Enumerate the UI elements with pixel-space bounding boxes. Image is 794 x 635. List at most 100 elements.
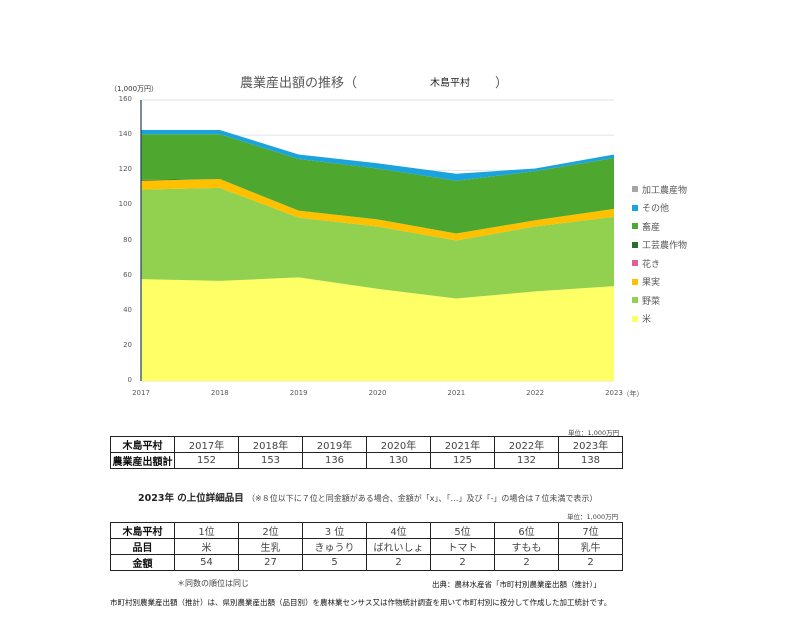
rank-cell: 2位	[238, 522, 303, 539]
x-tick-label: 2017	[132, 389, 150, 397]
item-cell: すもも	[494, 538, 559, 555]
legend-swatch-icon	[632, 204, 638, 211]
area-series	[141, 134, 614, 234]
table1-value: 138	[558, 452, 623, 469]
y-axis-unit: （1,000万円）	[110, 85, 159, 93]
y-tick-label: 20	[123, 340, 132, 349]
legend-item: 野菜	[632, 291, 687, 310]
legend-item: 加工農産物	[632, 180, 687, 199]
x-tick-label: 2018	[210, 389, 229, 397]
amount-cell: 2	[366, 554, 431, 571]
legend-item: 米	[632, 310, 687, 329]
table1-year: 2022年	[494, 436, 559, 453]
x-tick-label: 2019	[289, 389, 308, 397]
amount-cell: 27	[238, 554, 303, 571]
annual-output-table: 木島平村 2017年 2018年 2019年 2020年 2021年 2022年…	[110, 436, 623, 469]
table1-year: 2018年	[238, 436, 303, 453]
table1-municipality: 木島平村	[110, 436, 175, 453]
footer-note: 市町村別農業産出額（推計）は、県別農業産出額（品目別）を農林業センサス又は作物統…	[110, 598, 612, 607]
legend-swatch-icon	[632, 260, 638, 267]
legend-label: その他	[642, 204, 670, 215]
x-tick-label: 2023	[605, 389, 623, 397]
amount-cell: 5	[302, 554, 367, 571]
table1-value: 132	[494, 452, 559, 469]
y-tick-label: 60	[123, 270, 132, 279]
legend-label: 工芸農作物	[642, 241, 688, 252]
item-cell: 生乳	[238, 538, 303, 555]
tie-note: ＊同数の順位は同じ	[177, 579, 249, 588]
table1-value: 153	[238, 452, 303, 469]
legend-swatch-icon	[632, 241, 638, 248]
item-cell: 乳牛	[558, 538, 623, 555]
legend-label: 加工農産物	[642, 185, 688, 196]
table2-item-row: 品目 米 生乳 きゅうり ばれいしょ トマト すもも 乳牛	[110, 538, 623, 555]
legend-swatch-icon	[632, 186, 638, 193]
table1-year: 2023年	[558, 436, 623, 453]
legend-label: 米	[642, 315, 652, 326]
item-cell: トマト	[430, 538, 495, 555]
item-cell: きゅうり	[302, 538, 367, 555]
stacked-area-chart	[140, 99, 614, 382]
legend-swatch-icon	[632, 223, 638, 230]
area-series	[141, 179, 614, 241]
legend-item: 花き	[632, 254, 687, 273]
top-items-table: 木島平村 1位 2位 3 位 4位 5位 6位 7位 品目 米 生乳 きゅうり …	[110, 522, 623, 571]
table2-rank-row: 木島平村 1位 2位 3 位 4位 5位 6位 7位	[110, 522, 623, 539]
legend-label: 畜産	[642, 222, 661, 233]
x-tick-label: 2021	[447, 389, 466, 397]
rank-cell: 3 位	[302, 522, 367, 539]
table2-municipality: 木島平村	[110, 522, 175, 539]
table1-value: 130	[366, 452, 431, 469]
table1-value: 136	[302, 452, 367, 469]
legend-label: 花き	[642, 259, 661, 270]
rank-cell: 1位	[174, 522, 239, 539]
chart-title-main: 農業産出額の推移（	[240, 76, 358, 91]
legend-swatch-icon	[632, 297, 638, 304]
rank-cell: 5位	[430, 522, 495, 539]
area-series	[141, 277, 614, 381]
chart-title-close-paren: ）	[495, 76, 509, 91]
top-items-note: （※８位以下に７位と同金額がある場合、金額が「x」、「…」及び「-」の場合は７位…	[247, 494, 598, 503]
table1-year: 2019年	[302, 436, 367, 453]
legend-label: 野菜	[642, 296, 661, 307]
table1-value: 125	[430, 452, 495, 469]
y-tick-label: 0	[127, 376, 132, 384]
item-cell: 米	[174, 538, 239, 555]
legend-item: その他	[632, 199, 687, 218]
legend-item: 工芸農作物	[632, 236, 687, 255]
table1-value-row: 農業産出額計 152 153 136 130 125 132 138	[110, 452, 623, 469]
top-items-heading: 2023年 の上位詳細品目 （※８位以下に７位と同金額がある場合、金額が「x」、…	[138, 490, 597, 504]
table1-value: 152	[174, 452, 239, 469]
amount-cell: 2	[494, 554, 559, 571]
legend-item: 果実	[632, 273, 687, 292]
table1-row-label: 農業産出額計	[110, 452, 175, 469]
chart-title: 農業産出額の推移（ 木島平村 ）	[240, 72, 540, 91]
amount-cell: 2	[430, 554, 495, 571]
table1-year: 2021年	[430, 436, 495, 453]
y-tick-label: 120	[118, 165, 132, 174]
y-tick-label: 140	[118, 130, 132, 139]
amount-cell: 54	[174, 554, 239, 571]
item-row-label: 品目	[110, 538, 175, 555]
source-note: 出典：農林水産省「市町村別農業産出額（推計）」	[432, 580, 601, 589]
y-tick-label: 80	[123, 235, 132, 244]
table2-amount-row: 金額 54 27 5 2 2 2 2	[110, 554, 623, 571]
chart-areas	[141, 130, 614, 381]
x-tick-label: 2022	[526, 389, 545, 397]
x-axis-unit: （年）	[622, 390, 644, 398]
y-tick-label: 100	[118, 200, 132, 209]
area-series	[141, 130, 614, 181]
amount-row-label: 金額	[110, 554, 175, 571]
rank-cell: 6位	[494, 522, 559, 539]
table1-year: 2017年	[174, 436, 239, 453]
legend-label: 果実	[642, 278, 661, 289]
legend-swatch-icon	[632, 278, 638, 285]
legend-item: 畜産	[632, 217, 687, 236]
chart-title-municipality: 木島平村	[430, 78, 470, 89]
x-tick-label: 2020	[368, 389, 387, 397]
top-items-title: 2023年 の上位詳細品目	[138, 493, 244, 504]
legend-swatch-icon	[632, 315, 638, 322]
table1-header-row: 木島平村 2017年 2018年 2019年 2020年 2021年 2022年…	[110, 436, 623, 453]
rank-cell: 7位	[558, 522, 623, 539]
y-tick-label: 160	[118, 95, 132, 103]
